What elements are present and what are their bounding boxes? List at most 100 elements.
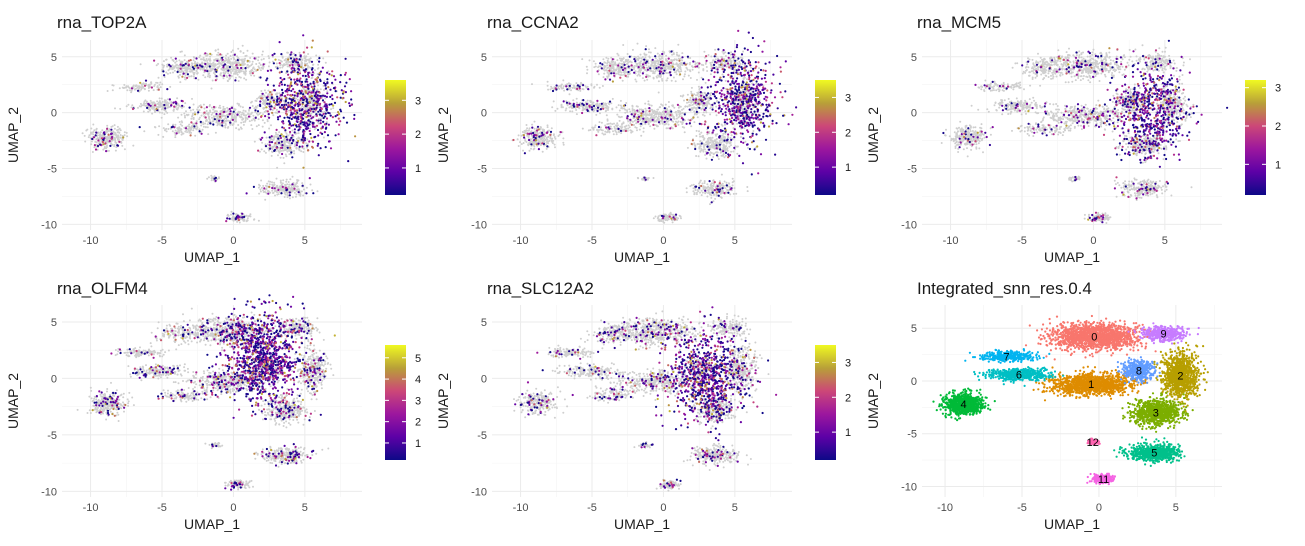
background-cell: [533, 143, 535, 145]
background-cell: [99, 135, 101, 137]
background-cell: [289, 149, 291, 151]
expression-cell: [305, 192, 307, 194]
background-cell: [610, 123, 612, 125]
background-cell: [673, 52, 675, 54]
colorbar: [385, 80, 406, 195]
background-cell: [172, 130, 174, 132]
background-cell: [517, 138, 519, 140]
expression-cell: [302, 124, 304, 126]
background-cell: [243, 121, 245, 123]
background-cell: [199, 55, 201, 57]
background-cell: [258, 118, 260, 120]
expression-cell: [314, 95, 316, 97]
expression-cell: [326, 92, 328, 94]
background-cell: [259, 185, 261, 187]
background-cell: [224, 115, 226, 117]
background-cell: [194, 62, 196, 64]
background-cell: [693, 142, 695, 144]
background-cell: [261, 148, 263, 150]
background-cell: [215, 132, 217, 134]
x-tick-label: 5: [302, 235, 308, 247]
expression-cell: [155, 108, 157, 110]
background-cell: [308, 66, 310, 68]
expression-cell: [290, 112, 292, 114]
x-tick-label: -10: [513, 235, 529, 247]
background-cell: [193, 59, 195, 61]
expression-cell: [221, 57, 223, 59]
background-cell: [705, 82, 707, 84]
background-cell: [249, 120, 251, 122]
background-cell: [199, 128, 201, 130]
background-cell: [140, 87, 142, 89]
background-cell: [606, 64, 608, 66]
expression-cell: [330, 115, 332, 117]
background-cell: [565, 109, 567, 111]
background-cell: [690, 102, 692, 104]
background-cell: [305, 108, 307, 110]
background-cell: [279, 67, 281, 69]
background-cell: [235, 77, 237, 79]
expression-cell: [232, 213, 234, 215]
background-cell: [206, 58, 208, 60]
background-cell: [168, 69, 170, 71]
expression-cell: [203, 112, 205, 114]
expression-cell: [163, 74, 165, 76]
expression-cell: [221, 120, 223, 122]
background-cell: [285, 154, 287, 156]
colorbar-tick-label: 3: [415, 95, 421, 107]
background-cell: [262, 103, 264, 105]
expression-cell: [302, 95, 304, 97]
background-cell: [293, 53, 295, 55]
expression-cell: [290, 71, 292, 73]
background-cell: [323, 85, 325, 87]
background-cell: [153, 89, 155, 91]
background-cell: [719, 140, 721, 142]
background-cell: [702, 114, 704, 116]
background-cell: [237, 103, 239, 105]
background-cell: [143, 111, 145, 113]
background-cell: [302, 59, 304, 61]
background-cell: [553, 100, 555, 102]
expression-cell: [267, 110, 269, 112]
expression-cell: [273, 85, 275, 87]
background-cell: [258, 113, 260, 115]
background-cell: [160, 86, 162, 88]
background-cell: [212, 112, 214, 114]
expression-cell: [240, 67, 242, 69]
background-cell: [206, 120, 208, 122]
background-cell: [196, 120, 198, 122]
background-cell: [693, 121, 695, 123]
background-cell: [698, 130, 700, 132]
background-cell: [721, 124, 723, 126]
background-cell: [144, 105, 146, 107]
expression-cell: [229, 218, 231, 220]
background-cell: [172, 72, 174, 74]
expression-cell: [309, 130, 311, 132]
background-cell: [518, 145, 520, 147]
expression-cell: [186, 77, 188, 79]
background-cell: [292, 176, 294, 178]
background-cell: [207, 133, 209, 135]
expression-cell: [226, 217, 228, 219]
background-cell: [240, 122, 242, 124]
expression-cell: [285, 97, 287, 99]
background-cell: [269, 183, 271, 185]
expression-cell: [353, 118, 355, 120]
background-cell: [711, 61, 713, 63]
background-cell: [602, 85, 604, 87]
background-cell: [188, 114, 190, 116]
background-cell: [161, 64, 163, 66]
background-cell: [86, 129, 88, 131]
background-cell: [178, 77, 180, 79]
background-cell: [209, 110, 211, 112]
expression-cell: [239, 64, 241, 66]
background-cell: [562, 142, 564, 144]
background-cell: [259, 189, 261, 191]
background-cell: [127, 85, 129, 87]
background-cell: [204, 76, 206, 78]
background-cell: [702, 192, 704, 194]
background-cell: [140, 63, 142, 65]
background-cell: [189, 127, 191, 129]
background-cell: [676, 59, 678, 61]
expression-cell: [303, 51, 305, 53]
